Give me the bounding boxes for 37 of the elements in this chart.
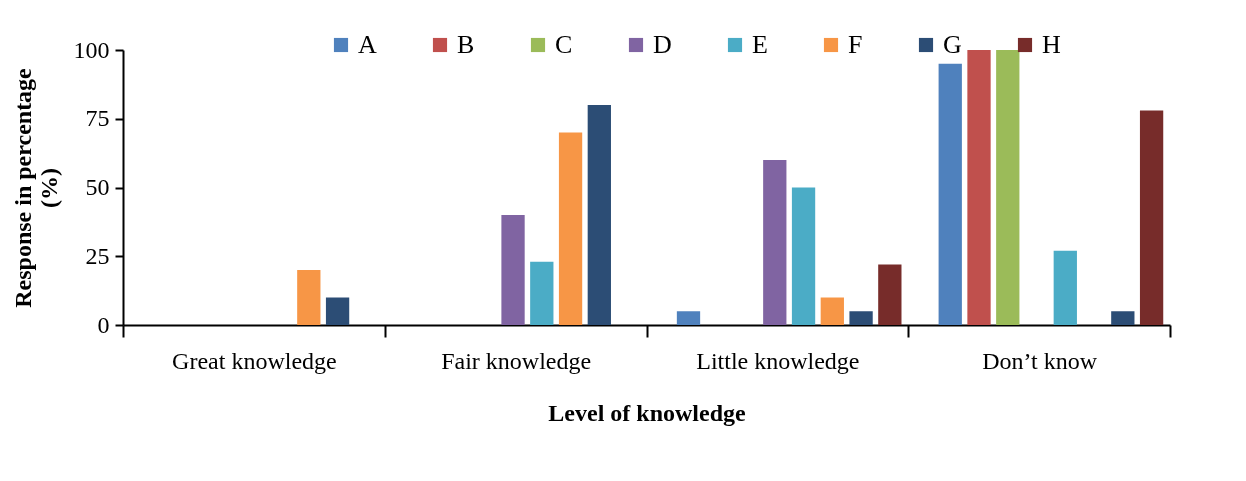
- legend-label: D: [653, 30, 672, 59]
- legend-label: G: [943, 30, 962, 59]
- x-tick-label: Great knowledge: [172, 347, 337, 374]
- bar: [676, 311, 701, 325]
- bar: [763, 160, 787, 325]
- legend-label: H: [1042, 30, 1061, 59]
- y-tick-label: 75: [85, 105, 110, 132]
- bar: [558, 132, 583, 325]
- bar: [325, 297, 350, 325]
- bar: [967, 50, 991, 325]
- bar: [849, 311, 873, 325]
- y-tick-label: 50: [85, 174, 110, 200]
- bar: [791, 187, 816, 325]
- bar: [878, 264, 902, 325]
- x-tick-label: Little knowledge: [696, 347, 860, 374]
- legend-label: E: [752, 30, 768, 59]
- legend-label: B: [457, 30, 475, 59]
- bar: [297, 270, 321, 325]
- bar: [587, 105, 611, 325]
- bar: [996, 50, 1020, 325]
- y-tick-label: 0: [97, 311, 110, 338]
- legend-label: A: [358, 30, 377, 59]
- x-tick-label: Fair knowledge: [441, 347, 592, 374]
- bar: [1139, 110, 1164, 325]
- bar: [938, 63, 962, 325]
- legend-label: C: [555, 30, 573, 59]
- x-tick-label: Don’t know: [982, 347, 1098, 374]
- bar: [820, 297, 844, 325]
- y-axis-title: Response in percentage (%): [9, 67, 62, 308]
- x-axis-title: Level of knowledge: [548, 399, 746, 426]
- bar: [1053, 250, 1077, 325]
- bar: [530, 261, 554, 325]
- y-tick-label: 100: [73, 36, 110, 63]
- legend-label: F: [848, 30, 863, 59]
- bar: [1111, 311, 1135, 325]
- y-tick-label: 25: [85, 242, 110, 269]
- bar: [501, 215, 525, 325]
